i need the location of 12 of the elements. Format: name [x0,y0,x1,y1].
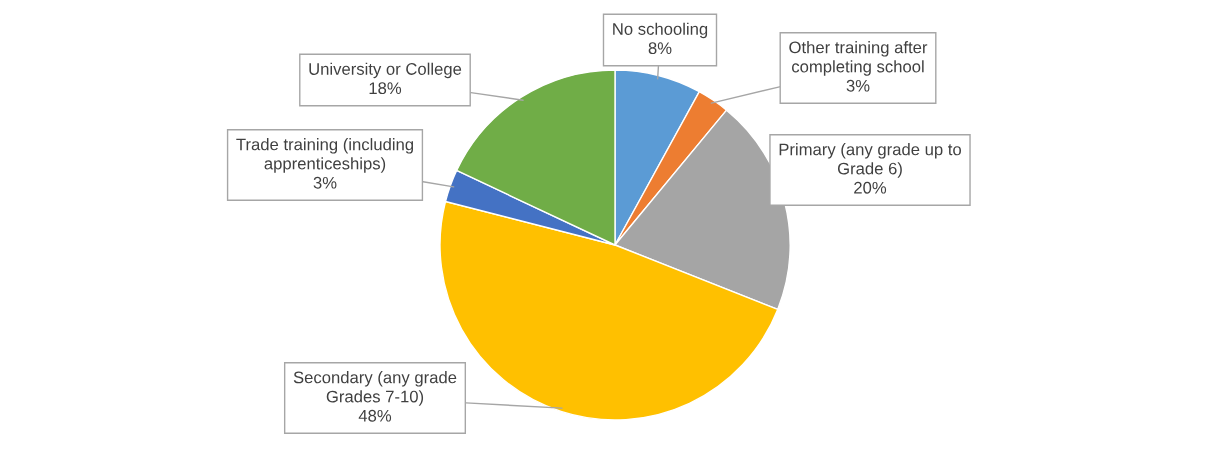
data-label: 8% [648,42,672,55]
data-label: 20% [854,181,887,194]
data-label: 3% [846,79,870,92]
slice-label: Secondary (any grade Grades 7-10) [293,371,457,406]
slice-label: Trade training (including apprenticeships) [236,138,414,173]
slice-label: No schooling [613,22,708,39]
data-label: 3% [313,176,337,189]
data-label: 18% [369,82,402,95]
slice-label: Other training after completing school [789,41,928,76]
slice-label: Primary (any grade up to Grade 6) [779,143,962,178]
data-label: 48% [358,409,392,422]
slice-label: University or College [309,62,462,79]
